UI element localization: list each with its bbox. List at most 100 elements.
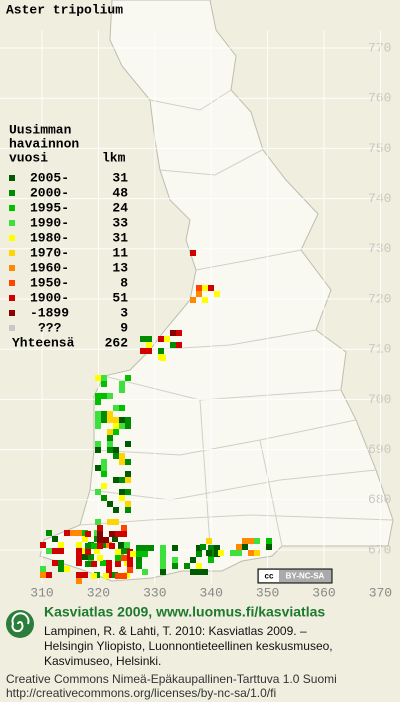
observation-square: [76, 554, 82, 560]
observation-square: [140, 336, 146, 342]
observation-square: [170, 342, 176, 348]
observation-square: [125, 477, 131, 483]
legend-swatch: [9, 250, 15, 256]
observation-square: [115, 531, 121, 537]
observation-square: [107, 501, 113, 507]
y-tick-label: 680: [368, 492, 391, 507]
observation-square: [254, 550, 260, 556]
observation-square: [107, 417, 113, 423]
observation-square: [172, 545, 178, 551]
observation-square: [125, 417, 131, 423]
legend-swatch: [9, 325, 15, 331]
legend-label: 1900-: [30, 290, 69, 305]
observation-square: [196, 291, 202, 297]
observation-square: [119, 387, 125, 393]
legend-count: 31: [112, 170, 128, 185]
observation-square: [176, 342, 182, 348]
legend-label: 1950-: [30, 275, 69, 290]
observation-square: [58, 566, 64, 572]
observation-square: [113, 507, 119, 513]
observation-square: [230, 550, 236, 556]
observation-square: [160, 545, 166, 551]
observation-square: [196, 563, 202, 569]
observation-square: [160, 563, 166, 569]
observation-square: [82, 554, 88, 560]
observation-square: [101, 471, 107, 477]
observation-square: [113, 519, 119, 525]
observation-square: [103, 537, 109, 543]
observation-square: [113, 429, 119, 435]
observation-squares: [40, 250, 272, 584]
observation-square: [82, 572, 88, 578]
observation-square: [107, 519, 113, 525]
observation-square: [101, 483, 107, 489]
observation-square: [202, 285, 208, 291]
legend-label: 2000-: [30, 185, 69, 200]
observation-square: [206, 538, 212, 544]
observation-square: [127, 555, 133, 561]
observation-square: [176, 330, 182, 336]
observation-square: [125, 507, 131, 513]
observation-square: [121, 525, 127, 531]
observation-square: [106, 566, 112, 572]
observation-square: [95, 375, 101, 381]
observation-square: [76, 572, 82, 578]
observation-square: [95, 399, 101, 405]
observation-square: [119, 489, 125, 495]
observation-square: [142, 551, 148, 557]
observation-square: [91, 561, 97, 567]
observation-square: [64, 566, 70, 572]
observation-square: [94, 548, 100, 554]
observation-square: [95, 465, 101, 471]
observation-square: [58, 560, 64, 566]
legend-count: 24: [112, 200, 128, 215]
legend-swatch: [9, 295, 15, 301]
observation-square: [115, 549, 121, 555]
legend-label: 1960-: [30, 260, 69, 275]
observation-square: [85, 531, 91, 537]
citation-line: Lampinen, R. & Lahti, T. 2010: Kasviatla…: [44, 624, 307, 638]
finland-outline: [39, 0, 394, 582]
observation-square: [118, 542, 124, 548]
observation-square: [70, 530, 76, 536]
y-tick-label: 770: [368, 40, 391, 55]
legend-swatch: [9, 310, 15, 316]
observation-square: [242, 538, 248, 544]
observation-square: [52, 536, 58, 542]
map-title: Aster tripolium: [6, 2, 123, 17]
observation-square: [208, 285, 214, 291]
observation-square: [119, 423, 125, 429]
observation-square: [124, 542, 130, 548]
license-line: http://creativecommons.org/licenses/by-n…: [6, 686, 276, 700]
observation-square: [97, 555, 103, 561]
observation-square: [64, 530, 70, 536]
observation-square: [115, 573, 121, 579]
legend-swatch: [9, 190, 15, 196]
observation-square: [158, 336, 164, 342]
observation-square: [236, 544, 242, 550]
license-line: Creative Commons Nimeä-Epäkaupallinen-Ta…: [6, 672, 337, 686]
observation-square: [95, 411, 101, 417]
legend-heading: Uusimman: [9, 122, 72, 137]
grid: 770 760 750 740 730 720 710 700 690 680 670 310 320 3…: [0, 30, 392, 600]
observation-square: [97, 537, 103, 543]
citation-line: Kasvimuseo, Helsinki.: [44, 654, 161, 668]
observation-square: [101, 411, 107, 417]
legend-swatch: [9, 220, 15, 226]
observation-square: [101, 459, 107, 465]
observation-square: [125, 459, 131, 465]
legend-label: ???: [38, 320, 62, 335]
observation-square: [125, 471, 131, 477]
observation-square: [52, 560, 58, 566]
observation-square: [119, 477, 125, 483]
legend-label: 1970-: [30, 245, 69, 260]
observation-square: [202, 297, 208, 303]
observation-square: [119, 417, 125, 423]
observation-square: [208, 557, 214, 563]
observation-square: [196, 285, 202, 291]
observation-square: [101, 495, 107, 501]
observation-square: [136, 557, 142, 563]
observation-square: [95, 423, 101, 429]
observation-square: [101, 393, 107, 399]
